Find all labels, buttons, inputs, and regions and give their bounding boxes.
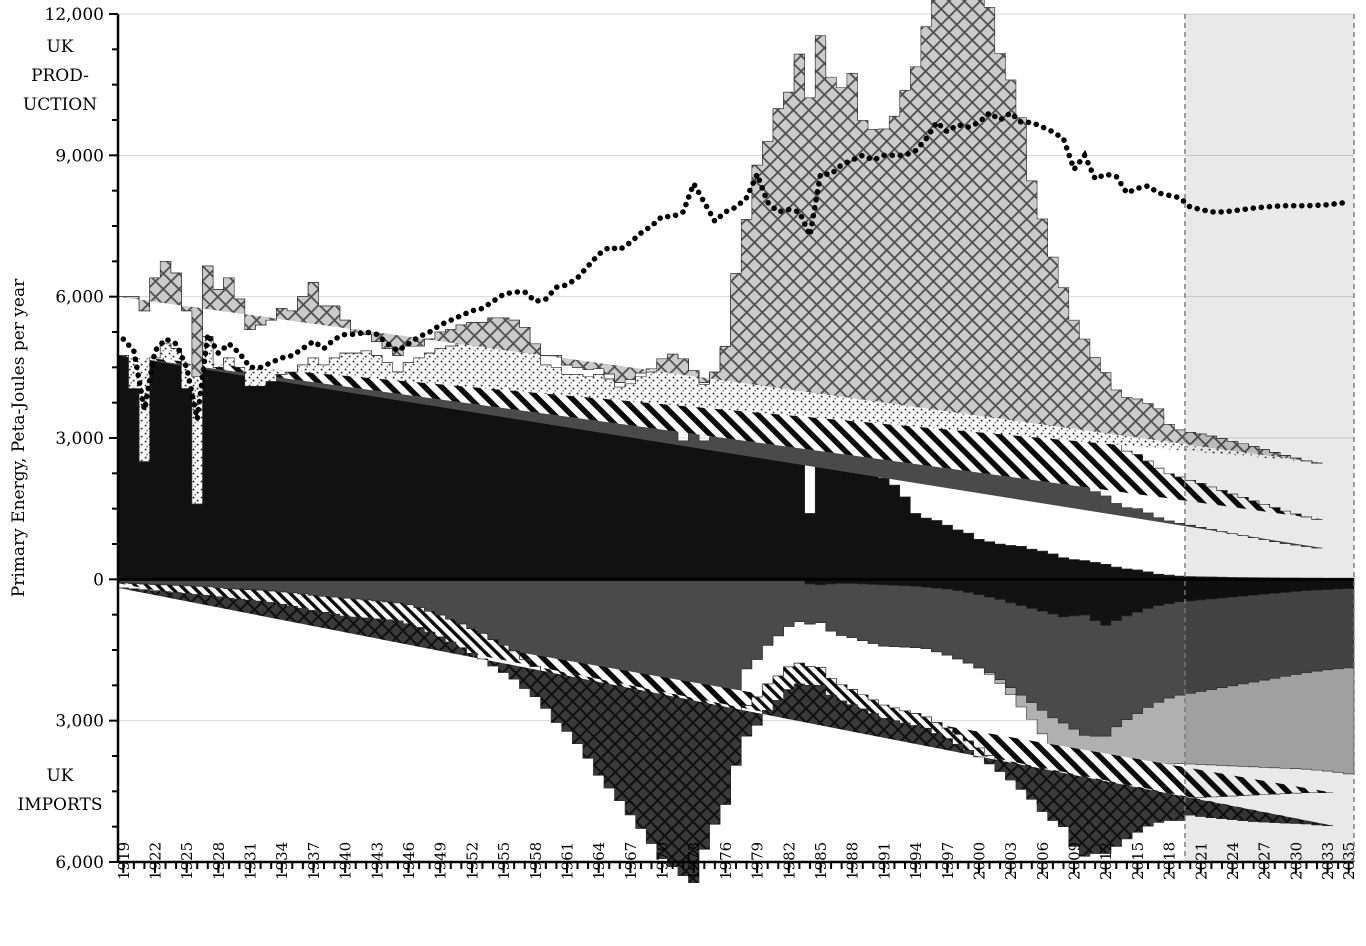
x-tick-label: 2012 bbox=[1097, 842, 1115, 880]
series-oil_refined_imp bbox=[118, 587, 1333, 884]
y-tick-label: 12,000 bbox=[45, 5, 104, 25]
x-tick-label: 1976 bbox=[717, 842, 735, 880]
y-axis-ticks: 12,000 9,000 6,000 3,000 0 3,000 6,000 UK PROD- U… bbox=[9, 5, 118, 873]
x-tick-label: 1997 bbox=[939, 842, 957, 880]
y-tick-label: 6,000 bbox=[55, 288, 104, 308]
x-tick-label: 1928 bbox=[210, 842, 228, 880]
x-tick-label: 1991 bbox=[875, 842, 893, 880]
x-tick-label: 1931 bbox=[242, 842, 260, 880]
x-tick-label: 1922 bbox=[146, 842, 164, 880]
x-tick-label: 1964 bbox=[590, 842, 608, 880]
series-gas_exp bbox=[118, 0, 1323, 464]
x-tick-label: 2018 bbox=[1161, 842, 1179, 880]
axis-region-label-production: UK bbox=[46, 37, 73, 57]
x-tick-label: 1919 bbox=[115, 842, 133, 880]
x-tick-label: 2015 bbox=[1129, 842, 1147, 880]
axis-region-label-production: UCTION bbox=[23, 95, 97, 115]
x-tick-label: 1946 bbox=[400, 842, 418, 880]
x-tick-label: 2024 bbox=[1224, 842, 1242, 880]
x-tick-label: 1943 bbox=[368, 842, 386, 880]
projection-band bbox=[1184, 14, 1355, 862]
x-tick-label: 1982 bbox=[780, 842, 798, 880]
x-tick-label: 1988 bbox=[844, 842, 862, 880]
y-tick-label: 6,000 bbox=[55, 853, 104, 873]
y-tick-label: 9,000 bbox=[55, 146, 104, 166]
y-tick-label: 3,000 bbox=[55, 712, 104, 732]
projection-shading bbox=[1184, 14, 1354, 862]
x-tick-label: 1949 bbox=[432, 842, 450, 880]
x-tick-label: 1985 bbox=[812, 842, 830, 880]
x-tick-label: 1925 bbox=[178, 842, 196, 880]
x-tick-label: 1973 bbox=[685, 842, 703, 880]
axis-region-label-imports: UK bbox=[46, 766, 73, 786]
x-tick-label: 1937 bbox=[305, 842, 323, 880]
production-stack bbox=[117, 0, 1355, 580]
x-tick-label: 1967 bbox=[622, 842, 640, 880]
x-tick-label: 1955 bbox=[495, 842, 513, 880]
tpes-polyline bbox=[120, 109, 1352, 420]
x-tick-label: 2030 bbox=[1287, 842, 1305, 880]
y-tick-label: 0 bbox=[93, 570, 104, 590]
x-tick-label: 2027 bbox=[1256, 842, 1274, 880]
x-tick-label: 1970 bbox=[654, 842, 672, 880]
axis-region-label-production: PROD- bbox=[31, 66, 89, 86]
x-tick-label: 2006 bbox=[1034, 842, 1052, 880]
x-tick-label: 2021 bbox=[1192, 842, 1210, 880]
x-tick-label: 2000 bbox=[970, 842, 988, 880]
x-tick-label: 1958 bbox=[527, 842, 545, 880]
y-tick-label: 3,000 bbox=[55, 429, 104, 449]
x-tick-label: 1934 bbox=[273, 842, 291, 880]
x-tick-label: 1952 bbox=[463, 842, 481, 880]
x-tick-label: 2009 bbox=[1066, 842, 1084, 880]
x-tick-label: 1994 bbox=[907, 842, 925, 880]
x-axis-ticks: 1919 1922 1925 1928 1931 1934 1937 1940 1943 1946… bbox=[115, 842, 1358, 880]
total-primary-energy-supply-line bbox=[120, 109, 1352, 420]
axis-region-label-imports: IMPORTS bbox=[18, 795, 103, 815]
x-tick-label: 2003 bbox=[1002, 842, 1020, 880]
x-tick-label: 1940 bbox=[337, 842, 355, 880]
x-tick-label: 1979 bbox=[749, 842, 767, 880]
y-axis-title: Primary Energy, Peta-Joules per year bbox=[9, 278, 29, 597]
x-tick-label: 2033 bbox=[1319, 842, 1337, 880]
x-tick-label: 1961 bbox=[558, 842, 576, 880]
